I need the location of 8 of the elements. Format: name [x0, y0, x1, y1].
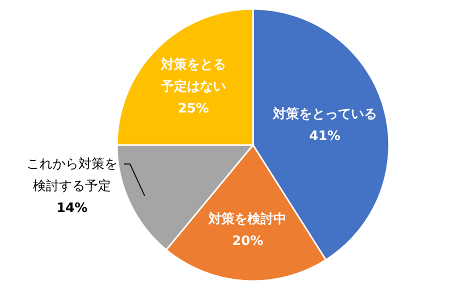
data-label: 25% [178, 101, 209, 116]
data-label: 41% [309, 129, 340, 144]
data-label: 20% [232, 234, 264, 250]
slice-label: 対策をとっている [272, 106, 377, 122]
data-label: 14% [56, 201, 88, 216]
slice-label: これから対策を検討する予定 [26, 156, 118, 194]
slice-label: 対策をとる予定はない [160, 56, 226, 94]
slice-label: 対策を検討中 [208, 211, 287, 228]
